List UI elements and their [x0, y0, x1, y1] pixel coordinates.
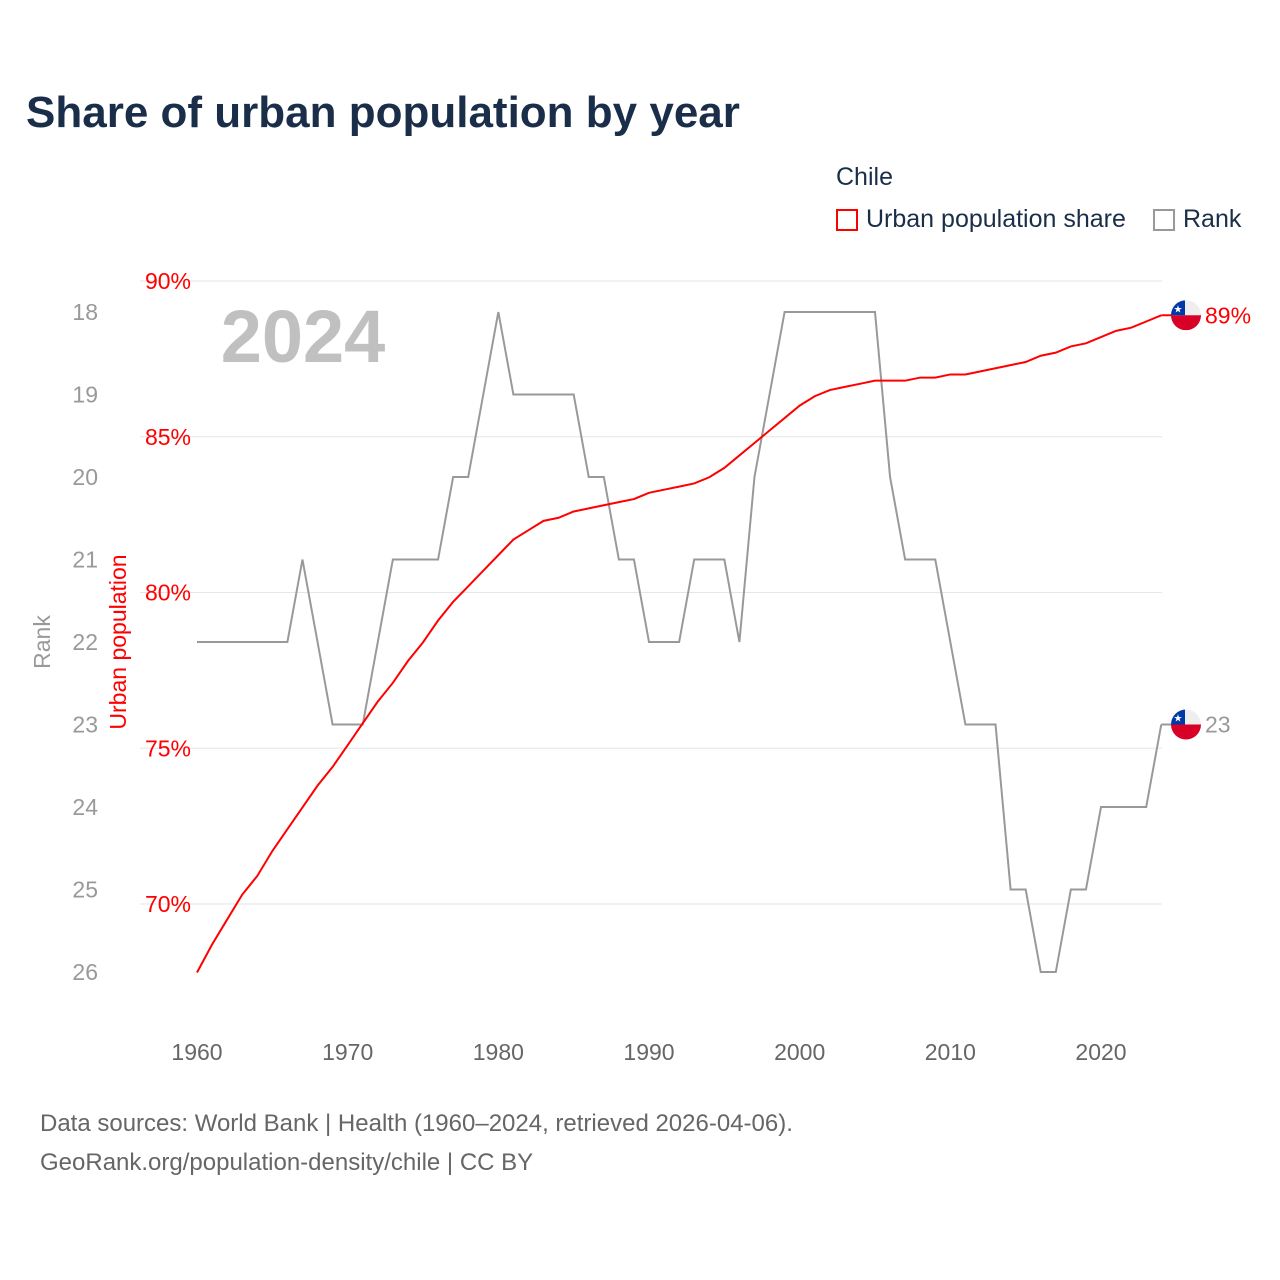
flag-star: ★	[1174, 304, 1183, 315]
flag-star: ★	[1174, 714, 1183, 725]
footer-attribution: GeoRank.org/population-density/chile | C…	[40, 1149, 534, 1176]
y-axis-label-rank: Rank	[29, 615, 55, 669]
legend-title: Chile	[836, 163, 893, 191]
urban-share-line	[196, 314, 1162, 974]
y-tick-rank: 22	[72, 629, 98, 655]
x-tick: 1970	[322, 1039, 373, 1065]
end-label-rank: 23	[1205, 712, 1231, 738]
legend-label-rank: Rank	[1183, 205, 1242, 233]
x-tick: 2020	[1075, 1039, 1126, 1065]
y-tick-share: 80%	[145, 580, 191, 606]
y-tick-rank: 20	[72, 464, 98, 490]
rank-line	[197, 311, 1163, 973]
chile-flag-icon: ★	[1171, 709, 1201, 740]
x-tick: 1980	[473, 1039, 524, 1065]
y-tick-rank: 26	[72, 959, 98, 985]
y-tick-share: 85%	[145, 424, 191, 450]
y-tick-share: 90%	[145, 268, 191, 294]
y-tick-rank: 23	[72, 712, 98, 738]
y-tick-share: 70%	[145, 891, 191, 917]
flag-red	[1171, 724, 1201, 740]
end-marker-rank: ★	[1171, 709, 1201, 740]
flag-red	[1171, 315, 1201, 331]
legend-swatch-urban	[836, 208, 858, 231]
y-tick-share: 75%	[145, 735, 191, 761]
x-tick: 2000	[774, 1039, 825, 1065]
end-label-share: 89%	[1205, 302, 1251, 328]
footer-sources: Data sources: World Bank | Health (1960–…	[40, 1110, 793, 1137]
x-tick: 1990	[623, 1039, 674, 1065]
x-tick: 2010	[925, 1039, 976, 1065]
y-tick-rank: 24	[72, 794, 98, 820]
y-tick-rank: 25	[72, 877, 98, 903]
chart-title: Share of urban population by year	[26, 88, 740, 137]
y-axis-label-share: Urban population	[105, 554, 131, 729]
chile-flag-icon: ★	[1171, 300, 1201, 331]
year-watermark: 2024	[221, 295, 386, 378]
end-marker-share: ★	[1171, 300, 1201, 331]
legend-item-rank[interactable]: Rank	[1153, 205, 1241, 234]
x-tick: 1960	[171, 1039, 222, 1065]
legend-item-urban-share[interactable]: Urban population share	[836, 205, 1126, 234]
y-tick-rank: 21	[72, 547, 98, 573]
y-tick-rank: 18	[72, 299, 98, 325]
legend-label-urban: Urban population share	[866, 205, 1126, 233]
y-tick-rank: 19	[72, 382, 98, 408]
legend-swatch-rank	[1153, 208, 1175, 231]
